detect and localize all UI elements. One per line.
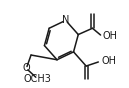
Text: O: O [22,63,30,73]
Text: N: N [62,15,69,25]
Text: OH: OH [101,56,116,66]
Text: OH: OH [103,31,118,41]
Text: OCH3: OCH3 [23,74,51,84]
